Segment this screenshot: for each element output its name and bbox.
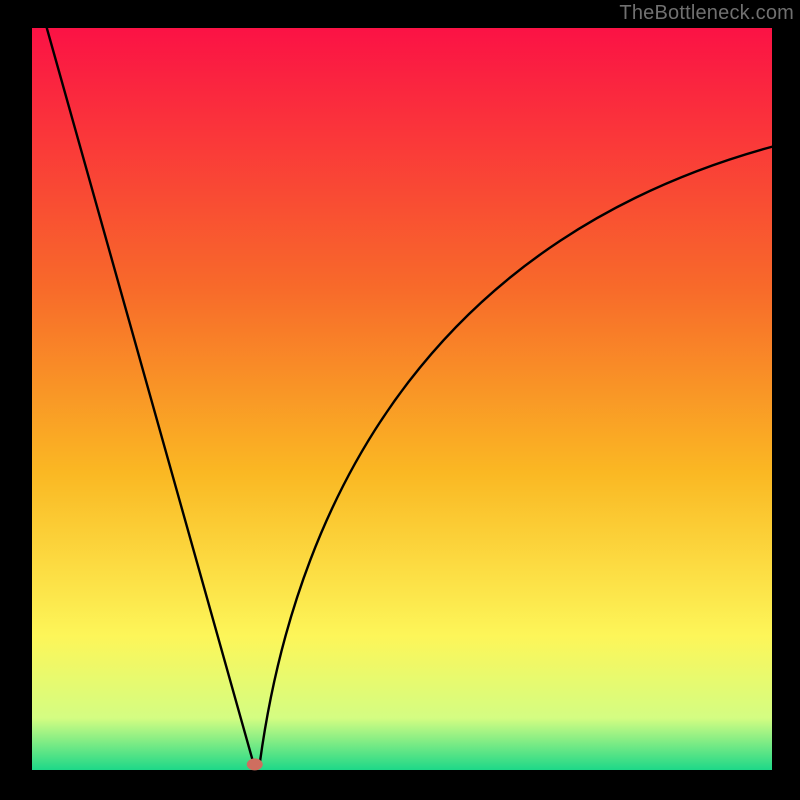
chart-plot-area [32, 28, 772, 770]
watermark-text: TheBottleneck.com [619, 2, 794, 25]
minimum-marker [247, 758, 263, 770]
chart-svg [32, 28, 772, 770]
bottleneck-curve [47, 28, 772, 765]
